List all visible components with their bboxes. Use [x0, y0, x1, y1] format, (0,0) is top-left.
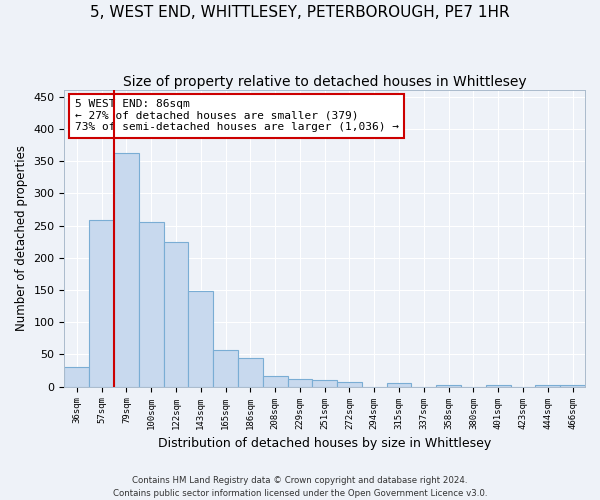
Bar [114, 154, 139, 386]
Bar [486, 385, 511, 386]
Bar [64, 368, 89, 386]
Bar [188, 292, 213, 386]
Bar [436, 385, 461, 386]
Bar [337, 382, 362, 386]
Bar [313, 380, 337, 386]
Bar [386, 384, 412, 386]
Bar [238, 358, 263, 386]
Bar [139, 222, 164, 386]
Title: Size of property relative to detached houses in Whittlesey: Size of property relative to detached ho… [123, 75, 527, 89]
Bar [89, 220, 114, 386]
Text: Contains HM Land Registry data © Crown copyright and database right 2024.
Contai: Contains HM Land Registry data © Crown c… [113, 476, 487, 498]
Text: 5 WEST END: 86sqm
← 27% of detached houses are smaller (379)
73% of semi-detache: 5 WEST END: 86sqm ← 27% of detached hous… [75, 99, 399, 132]
X-axis label: Distribution of detached houses by size in Whittlesey: Distribution of detached houses by size … [158, 437, 491, 450]
Bar [287, 379, 313, 386]
Bar [213, 350, 238, 387]
Text: 5, WEST END, WHITTLESEY, PETERBOROUGH, PE7 1HR: 5, WEST END, WHITTLESEY, PETERBOROUGH, P… [90, 5, 510, 20]
Bar [164, 242, 188, 386]
Y-axis label: Number of detached properties: Number of detached properties [15, 146, 28, 332]
Bar [535, 385, 560, 386]
Bar [560, 385, 585, 386]
Bar [263, 376, 287, 386]
